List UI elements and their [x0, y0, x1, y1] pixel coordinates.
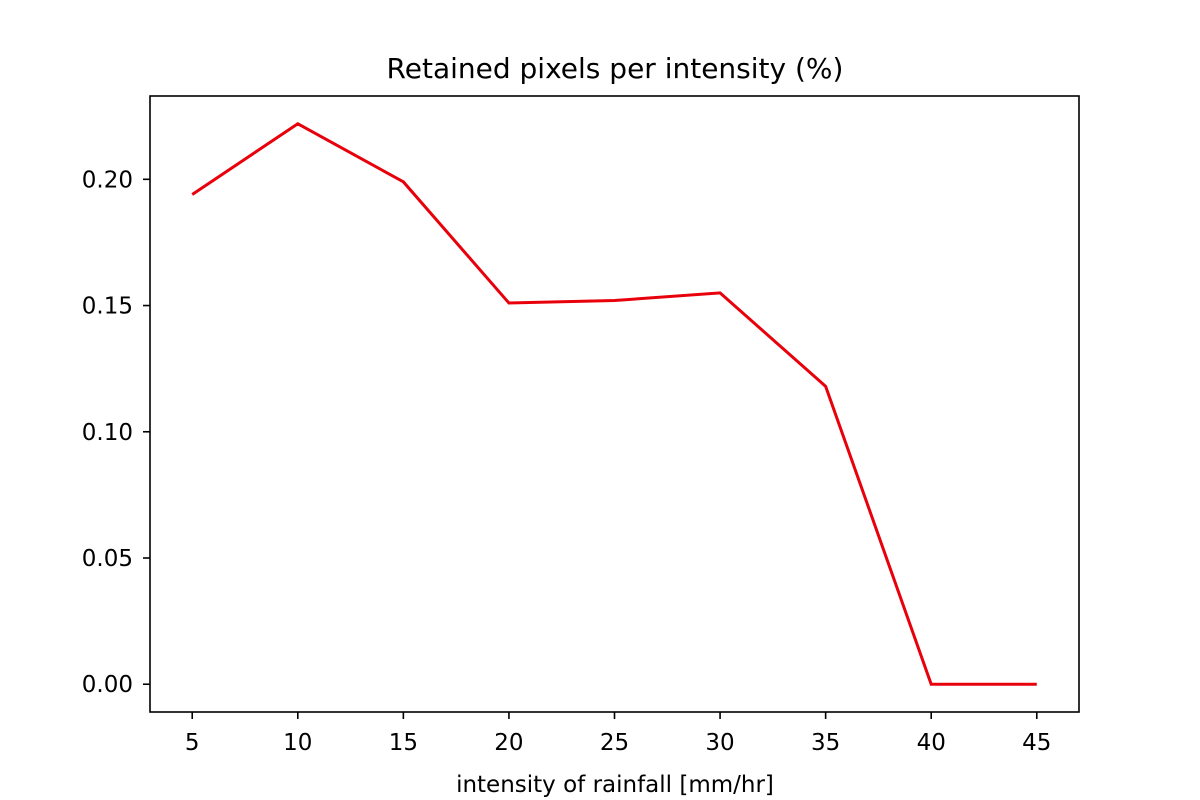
x-tick-label: 45 — [1022, 730, 1051, 756]
x-tick-label: 5 — [185, 730, 200, 756]
x-tick-label: 30 — [705, 730, 734, 756]
x-tick-label: 25 — [600, 730, 629, 756]
y-tick-label: 0.15 — [82, 294, 133, 320]
y-tick-label: 0.20 — [82, 167, 133, 193]
x-tick-label: 20 — [494, 730, 523, 756]
series-line-0 — [191, 122, 1037, 686]
plot-area — [191, 122, 1037, 686]
x-axis-label: intensity of rainfall [mm/hr] — [456, 772, 774, 798]
x-axis-ticks: 5 10 15 20 25 30 35 40 45 — [185, 712, 1051, 756]
x-tick-label: 10 — [283, 730, 312, 756]
x-tick-label: 40 — [917, 730, 946, 756]
x-tick-label: 15 — [389, 730, 418, 756]
chart-title: Retained pixels per intensity (%) — [387, 52, 844, 85]
y-tick-label: 0.00 — [82, 672, 133, 698]
x-tick-label: 35 — [811, 730, 840, 756]
y-axis-ticks: 0.00 0.05 0.10 0.15 0.20 — [82, 167, 150, 698]
y-tick-label: 0.10 — [82, 420, 133, 446]
plot-frame — [149, 95, 1080, 713]
y-tick-label: 0.05 — [82, 546, 133, 572]
